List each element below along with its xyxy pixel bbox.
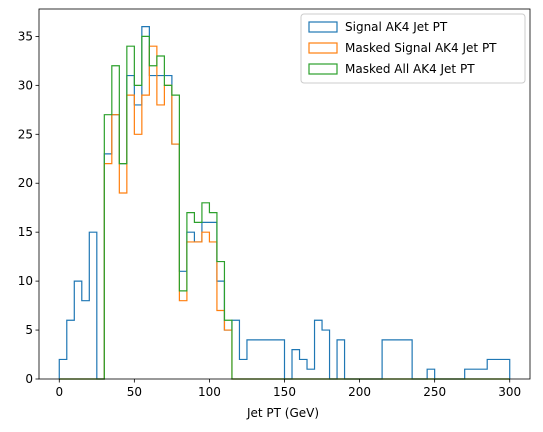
x-axis-label: Jet PT (GeV) [246,406,319,420]
legend-label-0: Signal AK4 Jet PT [345,20,448,34]
y-tick-label: 15 [18,225,33,239]
y-tick-label: 0 [25,372,33,386]
x-tick-label: 100 [198,385,221,399]
x-tick-label: 250 [423,385,446,399]
y-tick-label: 10 [18,274,33,288]
axes: 0 50 100 150 200 250 300 0 5 10 15 20 25 30 35 [18,8,531,399]
legend: Signal AK4 Jet PT Masked Signal AK4 Jet P… [300,13,526,84]
legend-swatch-2 [308,63,338,75]
y-tick-label: 20 [18,176,33,190]
x-tick-label: 200 [348,385,371,399]
legend-label-1: Masked Signal AK4 Jet PT [345,41,497,55]
x-tick-label: 300 [498,385,521,399]
legend-swatch-0 [308,21,338,33]
x-tick-label: 50 [127,385,142,399]
legend-label-2: Masked All AK4 Jet PT [345,62,475,76]
legend-swatch-1 [308,42,338,54]
y-tick-label: 30 [18,78,33,92]
y-tick-label: 5 [25,323,33,337]
y-tick-label: 35 [18,29,33,43]
x-tick-label: 0 [55,385,63,399]
x-tick-label: 150 [273,385,296,399]
legend-box [300,13,526,84]
y-tick-label: 25 [18,127,33,141]
